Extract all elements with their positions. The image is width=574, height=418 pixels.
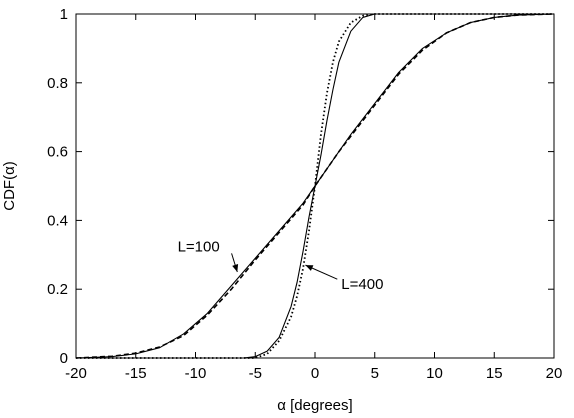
annotations: L=100 L=400 [178, 238, 384, 293]
y-tick-label: 0.4 [47, 212, 68, 229]
series-2-line [76, 13, 554, 359]
x-tick-label: -5 [249, 365, 262, 382]
y-axis-title: CDF(α) [1, 161, 18, 211]
annotation-arrowhead [305, 265, 314, 271]
y-tick-label: 0.6 [47, 144, 68, 161]
y-tick-label: 0.2 [47, 281, 68, 298]
x-tick-label: 5 [371, 365, 379, 382]
x-tick-label: -15 [125, 365, 147, 382]
y-tick-label: 0 [60, 350, 68, 367]
x-tick-label: 10 [426, 365, 443, 382]
x-tick-label: 20 [546, 365, 563, 382]
series-1-line [75, 13, 555, 359]
y-tick-label: 1 [60, 6, 68, 23]
x-axis-title: α [degrees] [277, 397, 352, 414]
x-tick-label: -20 [65, 365, 87, 382]
x-tick-label: -10 [185, 365, 207, 382]
annotation-arrowhead [232, 264, 239, 272]
annotation-label: L=100 [178, 238, 220, 255]
annotation-label: L=400 [341, 276, 383, 293]
y-tick-label: 0.8 [47, 75, 68, 92]
x-tick-label: 0 [311, 365, 319, 382]
curves [75, 13, 555, 359]
x-tick-label: 15 [486, 365, 503, 382]
axis-ticks: -20 -15 -10 -5 0 5 10 15 20 0 0.2 0.4 0.6 0.8 1 [47, 6, 562, 382]
